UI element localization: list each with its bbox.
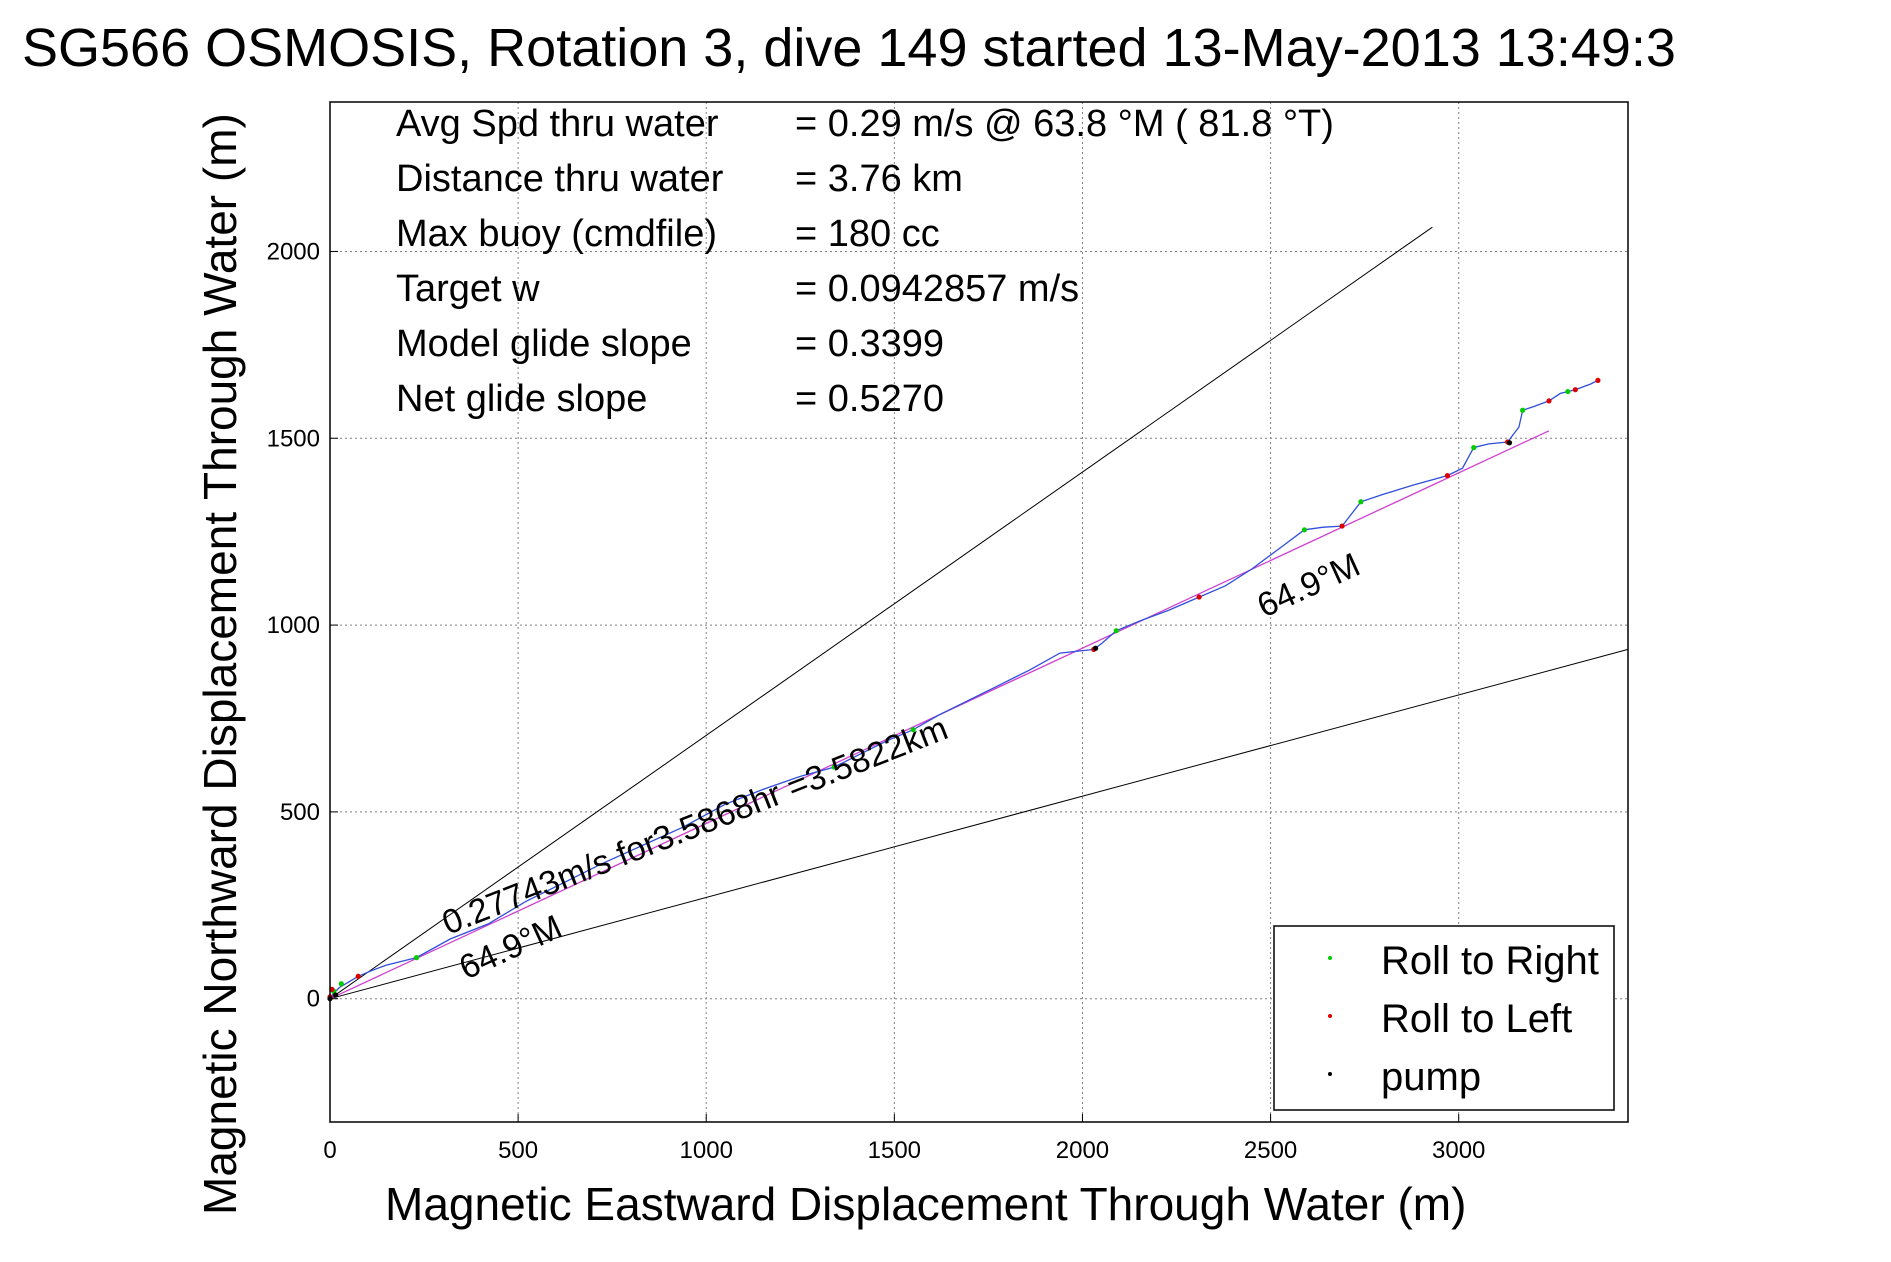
info-label: Target w	[396, 268, 540, 310]
roll-right-point	[1471, 445, 1477, 451]
legend-marker	[1328, 956, 1332, 960]
x-tick-label: 0	[323, 1137, 336, 1164]
pump-point	[333, 992, 339, 998]
info-value: = 0.3399	[795, 323, 944, 365]
x-tick-label: 1000	[680, 1137, 733, 1164]
envelope-line	[329, 648, 1629, 1000]
roll-right-point	[831, 764, 837, 770]
legend-label: Roll to Left	[1381, 997, 1572, 1041]
x-tick-label: 2500	[1244, 1137, 1297, 1164]
chart-title: SG566 OSMOSIS, Rotation 3, dive 149 star…	[22, 18, 1676, 78]
info-label: Model glide slope	[396, 323, 692, 365]
info-value: = 0.0942857 m/s	[795, 268, 1079, 310]
legend-label: pump	[1381, 1055, 1481, 1099]
info-value: = 0.29 m/s @ 63.8 °M ( 81.8 °T)	[795, 103, 1334, 145]
envelope-line	[329, 226, 1433, 1000]
x-tick-label: 500	[498, 1137, 538, 1164]
heading-annotation-high: 64.9°M	[1252, 546, 1366, 625]
y-tick-label: 2000	[267, 238, 320, 265]
y-tick-label: 1500	[267, 425, 320, 452]
y-tick-label: 500	[280, 799, 320, 826]
roll-right-point	[910, 727, 916, 733]
pump-point	[1093, 645, 1099, 651]
info-label: Net glide slope	[396, 378, 647, 420]
roll-right-point	[338, 981, 344, 987]
info-value: = 180 cc	[795, 213, 940, 255]
roll-right-point	[413, 955, 420, 961]
roll-left-point	[1595, 377, 1601, 383]
x-axis-label: Magnetic Eastward Displacement Through W…	[385, 1178, 1466, 1230]
info-value: = 0.5270	[795, 378, 944, 420]
x-tick-labels: 0 500 1000 1500 2000 2500 3000	[323, 1137, 1485, 1164]
roll-right-point	[1301, 527, 1308, 533]
roll-left-point	[1572, 387, 1578, 393]
info-value: = 3.76 km	[795, 158, 963, 200]
speed-annotation: 0.27743m/s for3.5868hr =3.5822km	[437, 709, 953, 942]
x-tick-label: 3000	[1432, 1137, 1485, 1164]
info-label: Max buoy (cmdfile)	[396, 213, 717, 255]
roll-left-point	[355, 973, 361, 979]
legend-label: Roll to Right	[1381, 939, 1599, 983]
info-label: Distance thru water	[396, 158, 724, 200]
pump-point	[1506, 440, 1513, 446]
roll-right-point	[1520, 407, 1526, 413]
legend: Roll to Right Roll to Left pump	[1273, 925, 1615, 1111]
info-label: Avg Spd thru water	[396, 103, 719, 145]
roll-right-point	[1358, 499, 1364, 505]
legend-marker	[1328, 1014, 1332, 1018]
roll-right-point	[1565, 388, 1571, 395]
x-tick-label: 2000	[1056, 1137, 1109, 1164]
roll-right-point	[1113, 628, 1119, 634]
legend-marker	[1328, 1072, 1332, 1076]
y-tick-labels: 0 500 1000 1500 2000	[267, 238, 320, 1012]
legend-items: Roll to Right Roll to Left pump	[1328, 939, 1599, 1099]
y-tick-label: 1000	[267, 612, 320, 639]
roll-left-point	[1339, 523, 1345, 529]
roll-left-point	[1546, 398, 1552, 404]
info-block: Avg Spd thru water = 0.29 m/s @ 63.8 °M (…	[396, 103, 1334, 420]
plot-frame	[329, 101, 1629, 1123]
x-tick-label: 1500	[868, 1137, 921, 1164]
roll-left-point	[1196, 594, 1202, 600]
y-tick-label: 0	[307, 986, 320, 1013]
roll-left-point	[1444, 473, 1451, 479]
y-axis-label: Magnetic Northward Displacement Through …	[194, 113, 246, 1215]
